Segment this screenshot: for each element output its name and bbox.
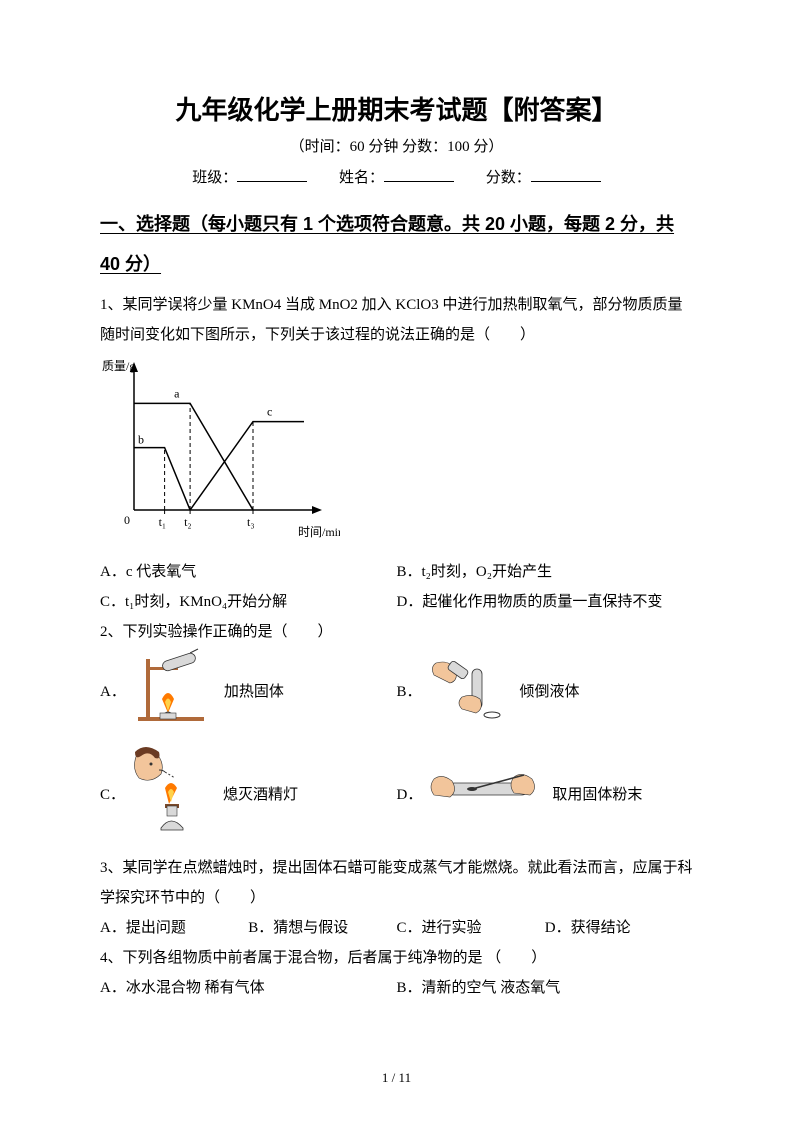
q1-opt-b: B．t₂时刻，O₂开始产生	[397, 557, 694, 587]
q4-opt-a: A．冰水混合物 稀有气体	[100, 973, 397, 1003]
svg-text:t₃: t₃	[247, 515, 255, 529]
heating-solid-icon	[132, 647, 210, 736]
q2-c-letter: C．	[100, 780, 125, 810]
q2-opt-b: B． 倾倒液体	[397, 647, 694, 736]
svg-text:c: c	[267, 405, 272, 419]
q2-stem: 2、下列实验操作正确的是（ ）	[100, 617, 693, 647]
score-blank	[531, 167, 601, 182]
section-1-heading: 一、选择题（每小题只有 1 个选项符合题意。共 20 小题，每题 2 分，共 4…	[100, 205, 693, 284]
q2-opt-a: A． 加热固体	[100, 647, 397, 736]
q1-opts-row1: A．c 代表氧气 B．t₂时刻，O₂开始产生	[100, 557, 693, 587]
page-title: 九年级化学上册期末考试题【附答案】	[100, 90, 693, 127]
q2-row1: A． 加热固体 B． 倾倒液体	[100, 647, 693, 736]
q1-chart: 质量/g 0 时间/min t₁ t₂ t₃ b a c	[100, 356, 693, 551]
q3-opt-a: A．提出问题	[100, 913, 248, 943]
q2-a-letter: A．	[100, 677, 126, 707]
class-label: 班级：	[192, 166, 237, 187]
name-label: 姓名：	[339, 166, 384, 187]
q2-b-label: 倾倒液体	[520, 677, 580, 707]
svg-text:t₁: t₁	[159, 515, 167, 529]
q2-opt-c: C． 熄灭酒精灯	[100, 744, 397, 845]
q3-opt-c: C．进行实验	[397, 913, 545, 943]
q2-a-label: 加热固体	[224, 677, 284, 707]
svg-text:a: a	[174, 387, 180, 401]
q2-d-label: 取用固体粉末	[552, 780, 642, 810]
name-blank	[384, 167, 454, 182]
q1-opts-row2: C．t₁时刻，KMnO₄开始分解 D．起催化作用物质的质量一直保持不变	[100, 587, 693, 617]
q4-opt-b: B．清新的空气 液态氧气	[397, 973, 694, 1003]
q2-opt-d: D． 取用固体粉末	[397, 759, 694, 830]
page-sep: /	[388, 1070, 398, 1085]
svg-text:t₂: t₂	[184, 515, 192, 529]
q1-opt-d: D．起催化作用物质的质量一直保持不变	[397, 587, 694, 617]
q2-row2: C． 熄灭酒精灯 D． 取用固体粉末	[100, 744, 693, 845]
svg-text:0: 0	[124, 513, 130, 527]
student-info-line: 班级： 姓名： 分数：	[100, 166, 693, 187]
q4-opts-row1: A．冰水混合物 稀有气体 B．清新的空气 液态氧气	[100, 973, 693, 1003]
q3-opts: A．提出问题 B．猜想与假设 C．进行实验 D．获得结论	[100, 913, 693, 943]
q1-opt-a: A．c 代表氧气	[100, 557, 397, 587]
q1-chart-svg: 质量/g 0 时间/min t₁ t₂ t₃ b a c	[100, 356, 340, 546]
q3-opt-d: D．获得结论	[545, 913, 693, 943]
q1-stem: 1、某同学误将少量 KMnO4 当成 MnO2 加入 KClO3 中进行加热制取…	[100, 290, 693, 350]
q2-d-letter: D．	[397, 780, 423, 810]
svg-text:质量/g: 质量/g	[102, 359, 135, 373]
class-blank	[237, 167, 307, 182]
page-total: 11	[399, 1070, 412, 1085]
svg-text:时间/min: 时间/min	[298, 525, 340, 539]
q3-opt-b: B．猜想与假设	[248, 913, 396, 943]
exam-meta: （时间：60 分钟 分数：100 分）	[100, 135, 693, 156]
svg-text:b: b	[138, 433, 144, 447]
q4-stem: 4、下列各组物质中前者属于混合物，后者属于纯净物的是 （ ）	[100, 943, 693, 973]
score-label: 分数：	[486, 166, 531, 187]
q2-c-label: 熄灭酒精灯	[223, 780, 298, 810]
scoop-powder-icon	[428, 759, 538, 830]
q2-b-letter: B．	[397, 677, 422, 707]
pouring-liquid-icon	[428, 647, 506, 736]
extinguish-lamp-icon	[131, 744, 209, 845]
page-footer: 1 / 11	[0, 1070, 793, 1086]
q1-opt-c: C．t₁时刻，KMnO₄开始分解	[100, 587, 397, 617]
q3-stem: 3、某同学在点燃蜡烛时，提出固体石蜡可能变成蒸气才能燃烧。就此看法而言，应属于科…	[100, 853, 693, 913]
